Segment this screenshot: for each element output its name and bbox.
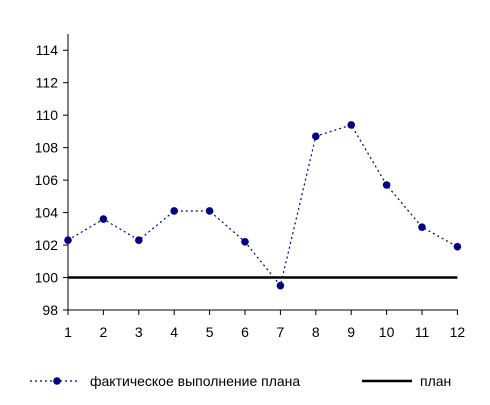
y-tick-label: 114 [36, 42, 59, 58]
y-tick-label: 102 [35, 237, 59, 253]
x-tick-label: 2 [100, 324, 108, 340]
data-point [64, 236, 72, 244]
x-tick-label: 1 [64, 324, 72, 340]
x-tick-label: 4 [170, 324, 178, 340]
x-tick-label: 8 [312, 324, 320, 340]
data-point [453, 242, 462, 251]
data-point [347, 121, 356, 129]
x-tick-label: 3 [135, 324, 143, 340]
data-point [170, 207, 178, 215]
y-tick-label: 98 [42, 302, 58, 318]
y-tick-label: 106 [35, 172, 59, 188]
data-point [312, 132, 320, 141]
x-tick-label: 10 [379, 324, 395, 340]
series-layer [64, 121, 462, 290]
legend-label-plan: план [420, 373, 451, 389]
y-tick-label: 108 [35, 140, 59, 156]
data-point [276, 281, 285, 290]
y-tick-label: 104 [35, 205, 59, 221]
x-tick-label: 9 [347, 324, 355, 340]
x-tick-label: 11 [415, 324, 430, 340]
data-point [99, 215, 108, 223]
x-tick-label: 12 [450, 324, 466, 340]
x-tick-label: 6 [241, 324, 249, 340]
series-line [67, 124, 458, 287]
data-point [382, 181, 391, 189]
data-point [241, 238, 249, 246]
legend-marker-actual [53, 377, 61, 385]
legend-label-actual: фактическое выполнение плана [90, 373, 300, 389]
x-tick-label: 5 [206, 324, 214, 340]
series-actual [64, 121, 462, 290]
legend: фактическое выполнение плана план [30, 373, 451, 389]
y-tick-label: 112 [36, 75, 59, 91]
x-tick-label: 7 [277, 324, 285, 340]
data-point [135, 236, 143, 244]
y-tick-label: 110 [36, 107, 59, 123]
data-point [418, 223, 426, 231]
y-tick-label: 100 [35, 270, 59, 286]
data-point [205, 207, 214, 215]
